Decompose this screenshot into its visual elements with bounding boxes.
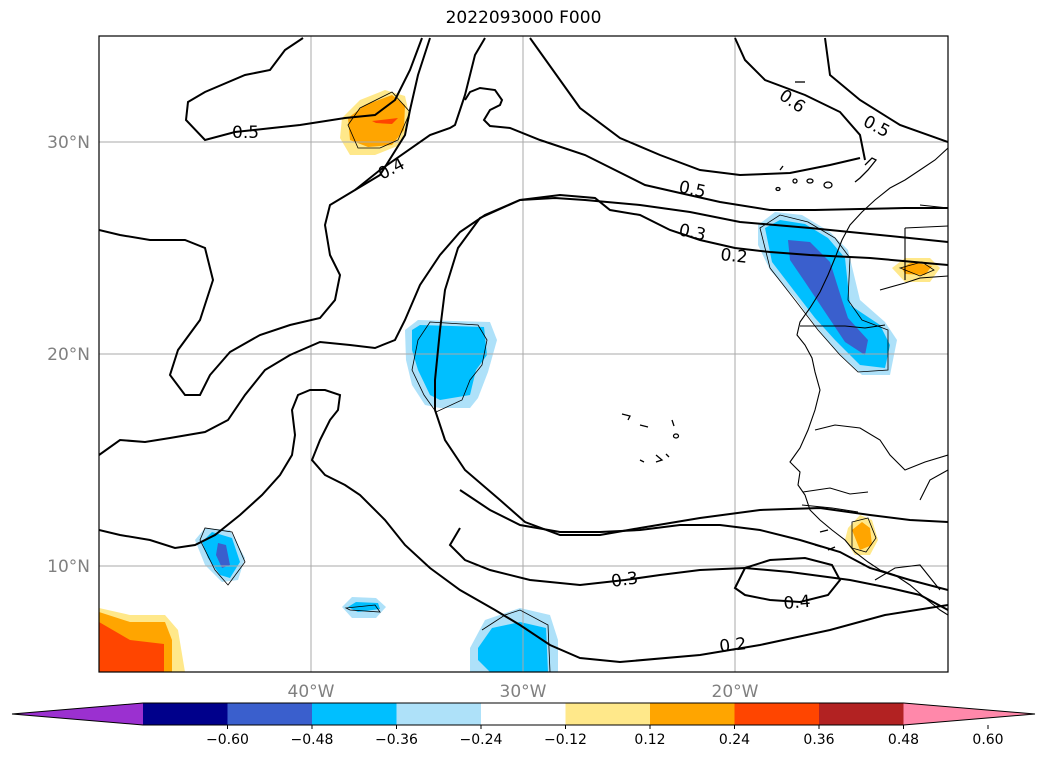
lon-tick-label: 40°W xyxy=(288,682,335,702)
colorbar-segment xyxy=(143,703,228,725)
lat-tick-label: 30°N xyxy=(47,133,90,153)
colorbar-tick-label: −0.36 xyxy=(375,732,418,748)
colorbar-outline xyxy=(11,702,1036,726)
colorbar-tick-label: −0.48 xyxy=(291,732,334,748)
colorbar-tick-label: 0.12 xyxy=(634,732,665,748)
lon-tick-labels: 40°W 30°W 20°W xyxy=(288,682,759,702)
map-frame xyxy=(98,35,949,673)
contour-label: 0.2 xyxy=(719,245,748,268)
contour-label: 0.3 xyxy=(610,568,640,592)
colorbar-tick-label: −0.60 xyxy=(206,732,249,748)
contour-label: 0.4 xyxy=(783,592,812,614)
contour-label: 0.5 xyxy=(232,123,259,143)
colorbar: −0.60 −0.48 −0.36 −0.24 −0.12 0.12 0.24 0.36 0.4… xyxy=(11,702,1036,748)
map-title: 2022093000 F000 xyxy=(445,8,602,28)
lat-tick-label: 20°N xyxy=(47,345,90,365)
colorbar-segment xyxy=(312,703,397,725)
contour-label: 0.2 xyxy=(718,634,747,657)
colorbar-tick-label: 0.36 xyxy=(803,732,834,748)
colorbar-segment xyxy=(227,703,313,725)
colorbar-tick-label: 0.60 xyxy=(972,732,1003,748)
coastlines xyxy=(789,147,948,616)
colorbar-extend-high xyxy=(903,703,1035,725)
gridlines xyxy=(99,36,948,672)
colorbar-segment xyxy=(396,703,482,725)
colorbar-tick-label: 0.24 xyxy=(719,732,750,748)
colorbar-segment xyxy=(565,703,651,725)
colorbar-extend-low xyxy=(12,703,143,725)
lon-tick-label: 30°W xyxy=(500,682,547,702)
colorbar-tick-label: −0.24 xyxy=(460,732,503,748)
colorbar-segment xyxy=(734,703,820,725)
colorbar-segment xyxy=(819,703,904,725)
colorbar-segment xyxy=(650,703,735,725)
lon-tick-label: 20°W xyxy=(712,682,759,702)
colorbar-segment xyxy=(481,703,566,725)
lat-tick-label: 10°N xyxy=(47,557,90,577)
contour-lines xyxy=(99,37,948,664)
colorbar-tick-label: −0.12 xyxy=(544,732,587,748)
colorbar-tick-label: 0.48 xyxy=(888,732,919,748)
lat-tick-labels: 30°N 20°N 10°N xyxy=(47,133,90,577)
anomaly-outlines xyxy=(199,91,935,672)
